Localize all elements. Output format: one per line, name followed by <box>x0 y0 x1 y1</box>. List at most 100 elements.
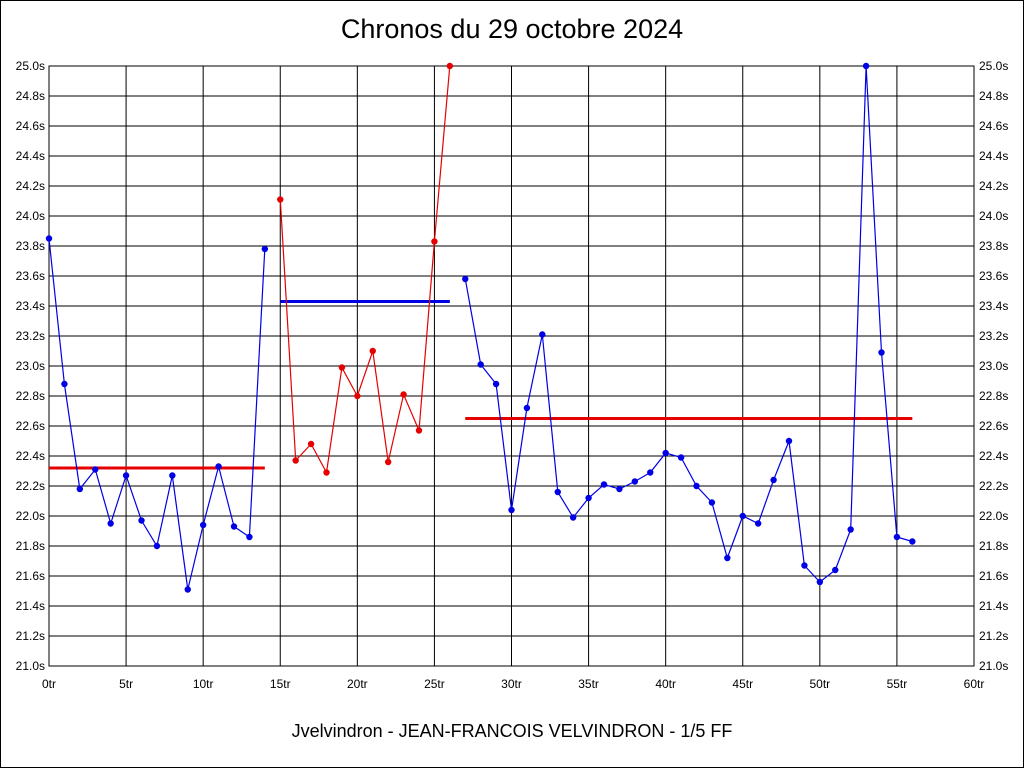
data-point <box>307 440 315 448</box>
data-point <box>415 427 423 434</box>
chart-footer: Jvelvindron - JEAN-FRANCOIS VELVINDRON -… <box>291 721 733 741</box>
data-point <box>153 542 161 550</box>
y-axis-right-ticks: 21.0s 21.2s 21.4s 21.6s 21.8s 22.0s 22.2s 22.4s… <box>979 59 1008 673</box>
y-tick-label-left: 21.0s <box>16 659 45 673</box>
data-point <box>338 364 346 371</box>
data-point <box>693 482 700 490</box>
data-point <box>61 380 68 388</box>
y-tick-label-right: 21.4s <box>979 599 1008 613</box>
series-line <box>48 238 266 590</box>
data-point <box>446 62 454 70</box>
y-tick-label-left: 21.2s <box>16 629 45 643</box>
data-point <box>261 245 269 253</box>
x-tick-label: 60tr <box>964 677 985 691</box>
y-tick-label-left: 21.8s <box>16 539 45 553</box>
data-point <box>585 494 592 502</box>
data-point <box>862 62 870 70</box>
data-point <box>184 586 191 593</box>
data-point <box>508 506 515 514</box>
series-line <box>279 65 451 475</box>
y-tick-label-left: 24.8s <box>16 89 45 103</box>
data-point <box>462 275 469 283</box>
data-point <box>215 463 222 470</box>
y-tick-label-right: 21.6s <box>979 569 1008 583</box>
data-point <box>199 521 207 529</box>
data-point <box>354 392 361 400</box>
data-point <box>384 458 392 466</box>
data-point <box>616 485 623 493</box>
chart-title: Chronos du 29 octobre 2024 <box>340 14 684 44</box>
data-point <box>292 457 299 464</box>
data-point <box>523 404 531 412</box>
data-point <box>107 520 114 527</box>
data-point <box>323 469 330 476</box>
series-line <box>464 65 913 583</box>
y-tick-label-left: 22.4s <box>16 449 45 463</box>
y-tick-label-right: 23.8s <box>979 239 1008 253</box>
chart-grid <box>48 65 975 667</box>
data-point <box>801 562 808 569</box>
y-tick-label-right: 22.2s <box>979 479 1008 493</box>
y-tick-label-right: 24.4s <box>979 149 1008 163</box>
data-point <box>754 520 762 527</box>
data-point <box>909 538 916 545</box>
data-point <box>369 347 376 355</box>
data-point <box>600 481 608 488</box>
y-tick-label-right: 24.0s <box>979 209 1008 223</box>
data-point <box>647 469 654 476</box>
data-point <box>708 499 716 506</box>
data-point <box>477 361 484 368</box>
y-tick-label-right: 22.0s <box>979 509 1008 523</box>
data-point <box>569 514 577 521</box>
y-tick-label-left: 24.4s <box>16 149 45 163</box>
y-tick-label-left: 24.2s <box>16 179 45 193</box>
data-point <box>816 578 824 586</box>
y-tick-label-left: 21.4s <box>16 599 45 613</box>
data-point <box>92 466 99 473</box>
data-point <box>169 472 176 479</box>
x-tick-label: 15tr <box>270 677 291 691</box>
data-point <box>122 472 130 479</box>
series-lines <box>48 65 913 590</box>
data-point <box>785 437 793 445</box>
data-point <box>739 512 746 520</box>
data-point <box>400 391 407 398</box>
data-point <box>492 380 500 388</box>
y-tick-label-right: 24.8s <box>979 89 1008 103</box>
x-tick-label: 5tr <box>119 677 133 691</box>
y-tick-label-right: 22.8s <box>979 389 1008 403</box>
x-tick-label: 40tr <box>655 677 676 691</box>
y-tick-label-left: 24.6s <box>16 119 45 133</box>
data-point <box>878 349 885 356</box>
data-point <box>230 523 238 530</box>
data-point <box>539 331 546 338</box>
data-point <box>832 566 839 574</box>
y-tick-label-right: 24.6s <box>979 119 1008 133</box>
x-tick-label: 20tr <box>347 677 368 691</box>
y-tick-label-left: 21.6s <box>16 569 45 583</box>
y-tick-label-right: 21.2s <box>979 629 1008 643</box>
y-tick-label-left: 22.8s <box>16 389 45 403</box>
y-tick-label-right: 25.0s <box>979 59 1008 73</box>
series-points <box>45 62 916 593</box>
y-tick-label-left: 23.0s <box>16 359 45 373</box>
y-tick-label-right: 23.2s <box>979 329 1008 343</box>
y-tick-label-right: 23.6s <box>979 269 1008 283</box>
y-tick-label-right: 22.4s <box>979 449 1008 463</box>
data-point <box>45 235 53 242</box>
data-point <box>246 533 253 541</box>
data-point <box>724 554 731 562</box>
data-point <box>277 196 284 203</box>
y-tick-label-left: 23.4s <box>16 299 45 313</box>
y-tick-label-left: 22.0s <box>16 509 45 523</box>
average-lines <box>49 300 913 470</box>
data-point <box>770 476 777 484</box>
y-tick-label-left: 25.0s <box>16 59 45 73</box>
data-point <box>76 485 84 493</box>
x-axis-ticks: 0tr 5tr 10tr 15tr 20tr 25tr 30tr 35tr 40tr 45tr 50… <box>42 677 984 691</box>
data-point <box>138 517 145 524</box>
x-tick-label: 50tr <box>809 677 830 691</box>
y-tick-label-right: 24.2s <box>979 179 1008 193</box>
x-tick-label: 45tr <box>732 677 753 691</box>
x-tick-label: 0tr <box>42 677 56 691</box>
